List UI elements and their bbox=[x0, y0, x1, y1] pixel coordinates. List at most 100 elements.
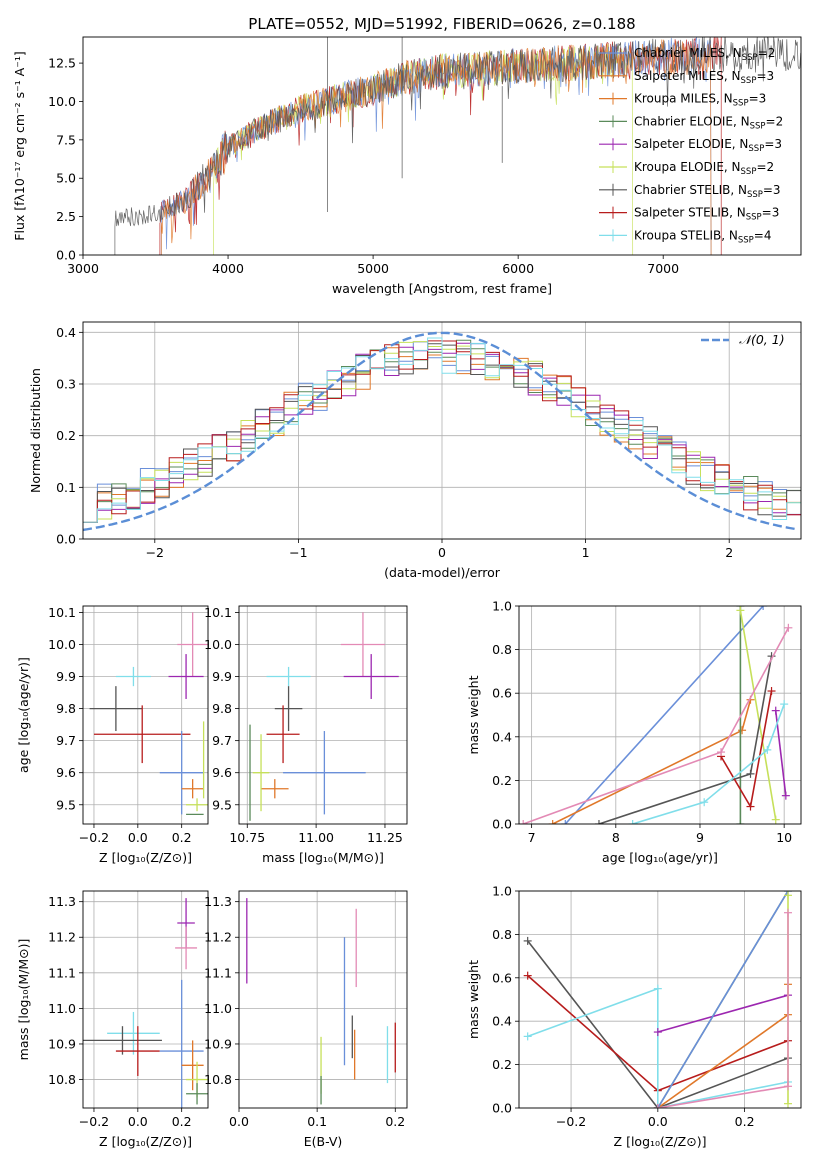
panel-age_vs_Z: −0.2 0.0 0.2 9.5 9.6 9.7 9.8 9.9 10.0 10.1 Z [log₁… bbox=[16, 605, 209, 865]
gaussian-curve bbox=[83, 331, 799, 532]
x-tick-label: 7 bbox=[528, 830, 536, 845]
x-axis-label: Z [log₁₀(Z/Z⊙)] bbox=[99, 1134, 192, 1149]
series-line bbox=[657, 912, 789, 1108]
y-tick-label: 9.6 bbox=[212, 765, 232, 780]
x-tick-label: 11.25 bbox=[367, 830, 403, 845]
y-tick-label: 5.0 bbox=[56, 171, 76, 186]
axes-frame bbox=[82, 890, 209, 1109]
y-axis-label: Normed distribution bbox=[28, 368, 43, 493]
plot-area bbox=[519, 606, 793, 824]
y-tick-label: 10.0 bbox=[48, 94, 76, 109]
legend-entry: Kroupa STELIB, NSSP=4 bbox=[634, 228, 772, 245]
y-axis-label: mass [log₁₀(M/M⊙)] bbox=[16, 939, 31, 1061]
axes-frame bbox=[518, 605, 802, 825]
y-tick-label: 10.0 bbox=[204, 637, 232, 652]
y-tick-label: 9.9 bbox=[212, 669, 232, 684]
plot-area bbox=[114, 37, 801, 255]
spectrum-line bbox=[160, 39, 712, 255]
y-tick-label: 9.5 bbox=[212, 797, 232, 812]
legend-entry: 𝒩(0, 1) bbox=[739, 332, 785, 347]
y-tick-label: 9.8 bbox=[212, 701, 232, 716]
series-line bbox=[527, 940, 789, 1108]
y-tick-label: 11.1 bbox=[204, 965, 232, 980]
y-tick-label: 11.3 bbox=[48, 894, 76, 909]
y-tick-label: 11.1 bbox=[48, 965, 76, 980]
y-tick-label: 0.2 bbox=[492, 1057, 512, 1072]
x-tick-label: 0.2 bbox=[385, 1114, 405, 1129]
plot-area bbox=[89, 612, 208, 816]
y-tick-label: 11.0 bbox=[204, 1001, 232, 1016]
axes-frame bbox=[518, 890, 802, 1109]
y-tick-label: 0.4 bbox=[56, 325, 76, 340]
x-axis-label: mass [log₁₀(M/M⊙)] bbox=[262, 850, 384, 865]
series-line bbox=[564, 606, 764, 824]
y-tick-label: 11.2 bbox=[48, 930, 76, 945]
series-line bbox=[657, 891, 789, 1108]
y-tick-label: 0.0 bbox=[492, 817, 512, 832]
series-line bbox=[527, 987, 789, 1108]
x-tick-label: 2 bbox=[725, 545, 733, 560]
x-tick-label: 4000 bbox=[212, 261, 244, 276]
panel-residuals: −2 −1 0 1 2 0.0 0.1 0.2 0.3 0.4 (data-model)/error… bbox=[28, 321, 802, 580]
y-tick-label: 9.5 bbox=[56, 797, 76, 812]
x-tick-label: 8 bbox=[612, 830, 620, 845]
panel-massweight_vs_age: 7 8 9 10 0.0 0.2 0.4 0.6 0.8 1.0 age [log₁₀(age/yr… bbox=[466, 599, 802, 865]
y-tick-label: 7.5 bbox=[56, 132, 76, 147]
axes-frame bbox=[238, 605, 408, 825]
panel-mass_vs_ebv: 0.0 0.1 0.2 10.8 10.9 11.0 11.1 11.2 11.3 E(B-V) bbox=[204, 890, 408, 1149]
y-tick-label: 0.4 bbox=[492, 1014, 512, 1029]
x-tick-label: 0.2 bbox=[735, 1114, 755, 1129]
x-tick-label: −0.2 bbox=[79, 1114, 109, 1129]
x-axis-label: E(B-V) bbox=[304, 1134, 343, 1149]
y-tick-label: 0.8 bbox=[492, 927, 512, 942]
x-axis-label: Z [log₁₀(Z/Z⊙)] bbox=[614, 1134, 707, 1149]
y-tick-label: 9.8 bbox=[56, 701, 76, 716]
legend-entry: Chabrier STELIB, NSSP=3 bbox=[634, 183, 781, 200]
axes-frame bbox=[82, 605, 209, 825]
legend-entry: Salpeter STELIB, NSSP=3 bbox=[634, 206, 779, 223]
y-tick-label: 0.0 bbox=[492, 1101, 512, 1116]
y-tick-label: 0.0 bbox=[56, 248, 76, 263]
plot-area bbox=[246, 898, 396, 1105]
legend-entry: Kroupa ELODIE, NSSP=2 bbox=[634, 160, 774, 177]
y-axis-label: age [log₁₀(age/yr)] bbox=[16, 657, 31, 773]
x-tick-label: −2 bbox=[146, 545, 164, 560]
x-tick-label: 0.1 bbox=[307, 1114, 327, 1129]
y-tick-label: 10.8 bbox=[204, 1072, 232, 1087]
y-axis-label: Flux [fλ10⁻¹⁷ erg cm⁻² s⁻¹ A⁻¹] bbox=[12, 51, 27, 240]
y-tick-label: 11.3 bbox=[204, 894, 232, 909]
legend-entry: Chabrier ELODIE, NSSP=2 bbox=[634, 114, 783, 131]
x-tick-label: 0.2 bbox=[172, 1114, 192, 1129]
spectrum-line bbox=[114, 37, 801, 255]
y-tick-label: 10.8 bbox=[48, 1072, 76, 1087]
y-tick-label: 12.5 bbox=[48, 56, 76, 71]
plot-area bbox=[523, 891, 792, 1108]
y-tick-label: 0.2 bbox=[56, 428, 76, 443]
panel-age_vs_mass: 10.75 11.00 11.25 9.5 9.6 9.7 9.8 9.9 10.0 10.1 ma… bbox=[204, 605, 408, 865]
x-tick-label: 0.0 bbox=[229, 1114, 249, 1129]
x-axis-label: age [log₁₀(age/yr)] bbox=[602, 850, 718, 865]
y-tick-label: 10.1 bbox=[48, 605, 76, 620]
series-line bbox=[657, 994, 789, 1033]
y-tick-label: 2.5 bbox=[56, 209, 76, 224]
chart-title: PLATE=0552, MJD=51992, FIBERID=0626, z=0… bbox=[248, 15, 635, 33]
x-tick-label: 6000 bbox=[502, 261, 534, 276]
series-line bbox=[739, 610, 777, 820]
x-tick-label: 5000 bbox=[357, 261, 389, 276]
x-tick-label: 0.0 bbox=[128, 830, 148, 845]
y-axis-label: mass weight bbox=[466, 960, 481, 1039]
y-tick-label: 9.9 bbox=[56, 669, 76, 684]
histogram-step bbox=[83, 337, 801, 523]
x-tick-label: −0.2 bbox=[79, 830, 109, 845]
x-tick-label: 0 bbox=[438, 545, 446, 560]
legend-entry: Salpeter MILES, NSSP=3 bbox=[634, 69, 774, 86]
plot-area bbox=[83, 898, 208, 1108]
x-tick-label: −1 bbox=[289, 545, 307, 560]
plot-area bbox=[249, 612, 399, 821]
y-tick-label: 10.9 bbox=[204, 1036, 232, 1051]
y-tick-label: 0.1 bbox=[56, 480, 76, 495]
y-tick-label: 0.0 bbox=[56, 532, 76, 547]
axes-frame bbox=[238, 890, 408, 1109]
y-tick-label: 11.0 bbox=[48, 1001, 76, 1016]
